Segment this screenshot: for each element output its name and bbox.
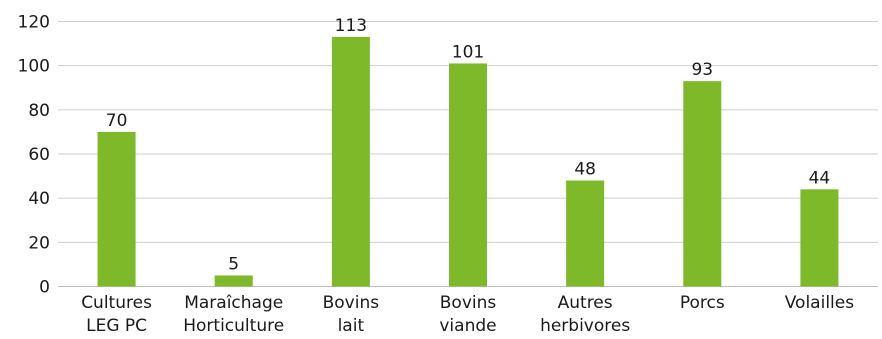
data-labels: 70 5 113 101 48 93 44	[106, 16, 830, 275]
y-tick-label: 20	[28, 233, 50, 253]
data-label: 5	[228, 254, 239, 274]
data-label: 48	[574, 160, 596, 180]
x-axis-categories: Cultures LEG PC Maraîchage Horticulture Bovi…	[81, 293, 854, 336]
bar	[566, 180, 605, 287]
y-tick-label: 60	[28, 145, 50, 165]
x-tick-label: herbivores	[540, 316, 630, 336]
x-tick-label: viande	[439, 316, 496, 336]
x-tick-label: Maraîchage	[184, 293, 283, 313]
bar	[449, 63, 487, 287]
bar	[214, 275, 253, 287]
x-tick-label: Porcs	[680, 293, 725, 313]
data-label: 44	[809, 168, 831, 188]
bars	[97, 36, 839, 287]
y-tick-label: 80	[28, 101, 50, 121]
x-tick-label: Horticulture	[183, 316, 284, 336]
bar	[800, 189, 839, 287]
data-label: 113	[335, 16, 367, 36]
x-tick-label: Volailles	[785, 293, 854, 313]
y-tick-label: 0	[39, 278, 50, 298]
x-tick-label: LEG PC	[86, 316, 147, 336]
bar	[331, 36, 370, 287]
y-tick-label: 120	[18, 13, 50, 33]
data-label: 101	[452, 42, 484, 62]
bar	[683, 81, 722, 287]
x-tick-label: Bovins	[323, 293, 380, 313]
y-tick-label: 100	[18, 57, 50, 77]
bar	[97, 131, 136, 287]
y-tick-label: 40	[28, 189, 50, 209]
x-tick-label: lait	[338, 316, 365, 336]
data-label: 93	[691, 60, 713, 80]
y-axis-ticks: 0 20 40 60 80 100 120	[18, 13, 50, 298]
x-tick-label: Autres	[558, 293, 613, 313]
x-tick-label: Cultures	[81, 293, 152, 313]
data-label: 70	[106, 111, 128, 131]
x-tick-label: Bovins	[440, 293, 497, 313]
